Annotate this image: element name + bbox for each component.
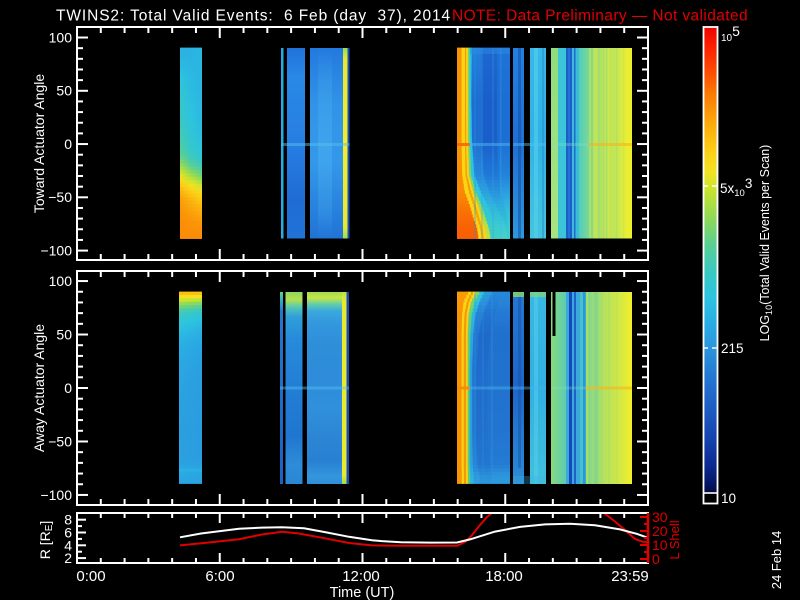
- svg-text:0: 0: [64, 136, 72, 152]
- svg-text:100: 100: [49, 29, 73, 45]
- svg-text:10: 10: [652, 537, 668, 553]
- svg-text:12:00: 12:00: [342, 568, 380, 585]
- svg-text:LOG10(Total Valid Events per S: LOG10(Total Valid Events per Scan): [758, 145, 774, 342]
- svg-text:Time (UT): Time (UT): [330, 585, 395, 600]
- svg-text:24 Feb 14: 24 Feb 14: [769, 531, 784, 590]
- svg-text:50: 50: [56, 326, 72, 342]
- svg-text:6:00: 6:00: [205, 568, 234, 585]
- svg-text:0: 0: [652, 551, 660, 567]
- svg-text:100: 100: [49, 273, 73, 289]
- svg-text:Toward Actuator Angle: Toward Actuator Angle: [31, 74, 47, 214]
- svg-text:10: 10: [721, 491, 736, 506]
- svg-text:−100: −100: [40, 242, 72, 258]
- svg-text:NOTE: Data Preliminary — Not v: NOTE: Data Preliminary — Not validated: [452, 8, 748, 25]
- svg-text:−100: −100: [40, 487, 72, 503]
- svg-text:TWINS2: Total Valid Events: 6: TWINS2: Total Valid Events: 6 Feb (day 3…: [56, 8, 451, 25]
- svg-text:0:00: 0:00: [76, 568, 105, 585]
- svg-text:−50: −50: [48, 433, 72, 449]
- svg-text:23:59: 23:59: [611, 568, 649, 585]
- svg-text:5x103: 5x103: [720, 176, 752, 199]
- svg-text:215: 215: [721, 341, 744, 356]
- svg-text:L Shell: L Shell: [667, 520, 682, 559]
- svg-text:2: 2: [64, 550, 72, 566]
- svg-text:30: 30: [652, 509, 668, 525]
- svg-text:6: 6: [64, 525, 72, 541]
- svg-text:−50: −50: [48, 189, 72, 205]
- svg-text:4: 4: [64, 537, 72, 553]
- svg-text:0: 0: [64, 380, 72, 396]
- svg-text:8: 8: [64, 512, 72, 528]
- svg-text:18:00: 18:00: [485, 568, 523, 585]
- svg-text:50: 50: [56, 83, 72, 99]
- svg-text:Away Actuator Angle: Away Actuator Angle: [31, 324, 47, 452]
- svg-text:20: 20: [652, 523, 668, 539]
